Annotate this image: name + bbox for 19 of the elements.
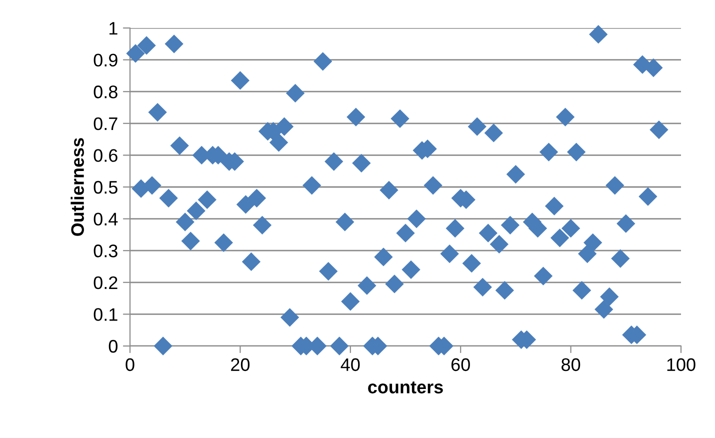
y-tick-label: 0.3 [94, 244, 118, 258]
y-tick-label: 0.1 [94, 308, 118, 321]
y-tick-label: 0.4 [94, 212, 118, 226]
y-tick-label: 0 [108, 340, 118, 353]
y-tick-label: 0.8 [94, 86, 118, 98]
x-tick-label: 80 [562, 358, 580, 372]
x-tick-label: 20 [231, 358, 250, 372]
y-tick-label: 0.9 [94, 54, 118, 67]
y-tick-label: 0.6 [94, 149, 118, 162]
x-tick-label: 40 [340, 358, 360, 372]
x-tick-label: 60 [451, 358, 470, 372]
x-axis-title: counters [368, 382, 443, 394]
x-tick-label: 0 [126, 358, 134, 372]
y-tick-label: 0.2 [94, 276, 118, 290]
y-tick-label: 0.7 [94, 117, 118, 130]
y-axis-title: Outlierness [70, 138, 84, 236]
y-tick-label: 0.5 [94, 180, 118, 194]
x-tick-label: 100 [667, 358, 696, 372]
y-tick-label: 1 [110, 22, 118, 35]
